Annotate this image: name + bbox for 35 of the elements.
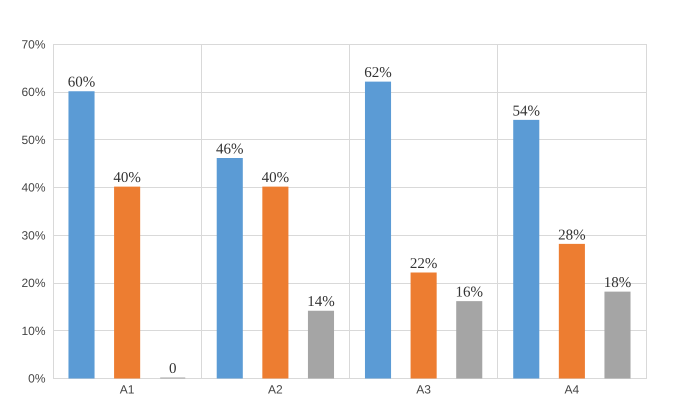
data-label: 28% <box>558 227 586 244</box>
bar <box>216 158 243 378</box>
y-tick-label: 0% <box>28 372 46 386</box>
bar <box>308 310 334 378</box>
data-label: 22% <box>410 256 438 272</box>
bar <box>558 244 585 378</box>
y-tick-label: 10% <box>21 324 46 338</box>
bar <box>68 91 95 378</box>
data-label: 54% <box>512 103 540 120</box>
bar <box>604 292 631 378</box>
data-label: 62% <box>364 65 392 82</box>
y-tick-label: 60% <box>21 85 46 100</box>
bar <box>410 272 437 378</box>
data-label: 16% <box>455 284 483 301</box>
y-tick-label: 40% <box>21 180 46 195</box>
data-label: 60% <box>68 74 96 91</box>
bar <box>114 186 140 378</box>
x-tick-label: A4 <box>564 382 580 396</box>
bar <box>513 120 540 378</box>
bar <box>262 186 288 378</box>
data-label: 14% <box>307 294 335 310</box>
data-label: 40% <box>262 170 290 186</box>
bar <box>364 82 392 378</box>
y-tick-label: 70% <box>21 38 46 52</box>
y-tick-label: 30% <box>21 228 46 242</box>
y-tick-label: 50% <box>21 132 46 147</box>
y-tick-label: 20% <box>21 276 46 290</box>
data-label: 40% <box>113 170 141 186</box>
x-tick-label: A3 <box>416 382 432 396</box>
x-tick-label: A2 <box>268 382 284 396</box>
bar <box>456 301 482 378</box>
data-label: 46% <box>216 142 244 158</box>
x-tick-label: A1 <box>120 382 135 396</box>
data-label: 18% <box>604 275 632 292</box>
data-label: 0 <box>168 361 176 377</box>
